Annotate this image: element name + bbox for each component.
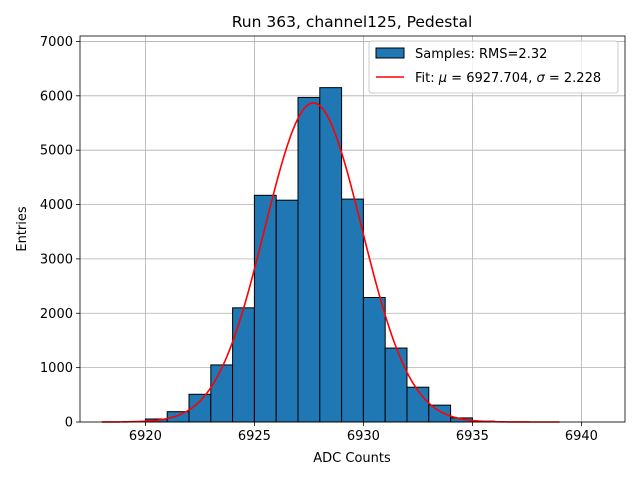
y-tick-label: 0 (65, 416, 73, 431)
x-tick-label: 6940 (565, 429, 598, 444)
y-axis-title: Entries (15, 206, 30, 252)
histogram-bar (319, 87, 343, 423)
plot-frame (79, 35, 626, 423)
y-tick-label: 2000 (40, 307, 73, 322)
histogram-bar (384, 347, 408, 423)
x-tick-label: 6920 (129, 429, 162, 444)
y-tick-label: 3000 (40, 252, 73, 267)
legend-label-samples: Samples: RMS=2.32 (415, 47, 547, 62)
fit-curve (101, 102, 560, 423)
histogram-bar (275, 199, 299, 423)
y-tick-label: 6000 (40, 89, 73, 104)
legend-box (368, 40, 619, 94)
histogram-bar (362, 297, 386, 423)
legend-label-fit: Fit: μ = 6927.704, σ = 2.228 (415, 71, 601, 86)
histogram-bar (232, 307, 255, 423)
y-tick-label: 7000 (40, 35, 73, 50)
histogram-bars (144, 87, 495, 423)
histogram-bar (297, 96, 321, 423)
y-tick-label: 5000 (40, 144, 73, 159)
chart-title: Run 363, channel125, Pedestal (232, 13, 473, 31)
x-tick-label: 6930 (347, 429, 380, 444)
histogram-bar (406, 386, 430, 423)
histogram-bar (341, 198, 364, 423)
axis-ticks: 6920 6925 6930 6935 6940 0 1000 2000 3000 4000 500… (40, 35, 598, 444)
histogram-bar (210, 364, 234, 423)
x-tick-label: 6925 (238, 429, 271, 444)
x-tick-label: 6935 (456, 429, 489, 444)
histogram-bar (166, 411, 190, 423)
legend: Samples: RMS=2.32 Fit: μ = 6927.704, σ =… (368, 40, 619, 94)
y-tick-label: 1000 (40, 361, 73, 376)
x-axis-title: ADC Counts (313, 451, 391, 466)
histogram-bar (428, 404, 452, 423)
legend-swatch-samples (375, 47, 405, 59)
y-tick-label: 4000 (40, 198, 73, 213)
